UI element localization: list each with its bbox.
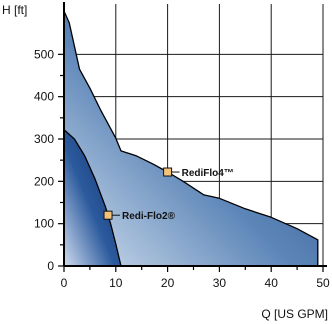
y-tick-label: 100 xyxy=(34,217,54,231)
series-label: RediFlo4™ xyxy=(182,168,234,179)
series-marker xyxy=(103,210,113,220)
series-markers: RediFlo4™ Redi-Flo2® xyxy=(103,167,234,222)
tick-labels: 0 100 200 300 400 500 0 10 20 30 40 50 xyxy=(34,47,330,290)
x-axis-title: Q [US GPM] xyxy=(261,307,328,321)
series-marker xyxy=(163,167,173,177)
x-tick-label: 50 xyxy=(316,276,330,290)
x-tick-label: 30 xyxy=(213,276,227,290)
y-tick-label: 400 xyxy=(34,90,54,104)
x-tick-label: 10 xyxy=(109,276,123,290)
x-tick-label: 20 xyxy=(161,276,175,290)
y-tick-label: 300 xyxy=(34,132,54,146)
y-tick-label: 0 xyxy=(47,259,54,273)
x-tick-label: 40 xyxy=(265,276,279,290)
x-tick-label: 0 xyxy=(61,276,68,290)
y-tick-label: 500 xyxy=(34,47,54,61)
y-tick-label: 200 xyxy=(34,174,54,188)
series-area-rediflo4 xyxy=(63,10,319,267)
y-axis-title: H [ft] xyxy=(2,3,27,17)
axes xyxy=(58,2,327,272)
series-label: Redi-Flo2® xyxy=(122,211,176,222)
